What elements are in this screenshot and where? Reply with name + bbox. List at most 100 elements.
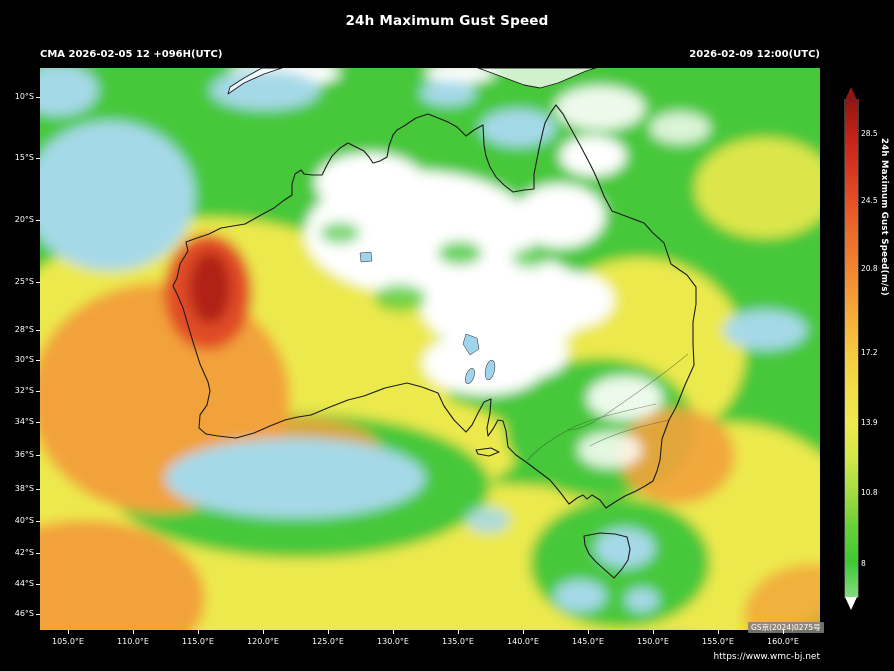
field-region-calm [502, 329, 568, 377]
lon-tick-label: 155.0°E [702, 637, 734, 646]
lakes [359, 251, 496, 384]
lon-tick-label: 140.0°E [507, 637, 539, 646]
field-region-green [374, 284, 426, 312]
lon-tick [133, 630, 134, 634]
lat-tick [36, 584, 40, 585]
lon-tick [393, 630, 394, 634]
lat-tick-label: 15°S [14, 153, 34, 162]
lon-tick-label: 120.0°E [247, 637, 279, 646]
field-region-green [438, 241, 482, 265]
lat-tick-label: 44°S [14, 579, 34, 588]
colorbar-below-min-arrow [845, 597, 857, 610]
lat-tick-label: 28°S [14, 325, 34, 334]
lat-tick-label: 42°S [14, 548, 34, 557]
lat-tick-label: 38°S [14, 484, 34, 493]
lat-tick [36, 220, 40, 221]
lon-tick [328, 630, 329, 634]
license-badge: GS京(2024)0275号 [748, 622, 824, 633]
field-region-calm [578, 432, 642, 468]
field-region-lowest [554, 580, 606, 612]
field-region-yellow [695, 138, 820, 238]
new-guinea-coastline [477, 68, 597, 89]
field-region-orange [619, 408, 735, 504]
river-darling [567, 353, 689, 431]
lon-tick [198, 630, 199, 634]
field-region-lowest [210, 70, 320, 110]
field-region-lowest [40, 68, 98, 116]
field-region-green [320, 222, 360, 244]
colorbar-tick-label: 28.5 [861, 129, 878, 138]
lat-tick [36, 521, 40, 522]
field-region-calm [515, 184, 605, 248]
lat-tick [36, 282, 40, 283]
lat-tick-label: 30°S [14, 355, 34, 364]
model-run-label: CMA 2026-02-05 12 +096H(UTC) [40, 49, 223, 60]
colorbar-tick-label: 8 [861, 559, 866, 568]
field-region-calm [555, 86, 645, 130]
lake-eyre [462, 333, 480, 356]
website-url: https://www.wmc-bj.net [713, 652, 820, 662]
tasmania-coastline [583, 532, 631, 579]
field-region-lowest [40, 121, 195, 271]
field-region-calm [315, 153, 425, 213]
river-murrumbidgee [589, 419, 671, 447]
lat-tick [36, 330, 40, 331]
valid-time-label: 2026-02-09 12:00(UTC) [689, 49, 820, 60]
field-region-lowest [480, 109, 556, 147]
colorbar-tick-label: 17.2 [861, 348, 878, 357]
chart-title: 24h Maximum Gust Speed [345, 13, 549, 29]
lon-tick [523, 630, 524, 634]
lat-tick-label: 25°S [14, 277, 34, 286]
lon-tick-label: 145.0°E [572, 637, 604, 646]
lat-tick-label: 40°S [14, 516, 34, 525]
lat-tick-label: 46°S [14, 609, 34, 618]
field-region-lowest [466, 507, 510, 533]
lat-tick [36, 158, 40, 159]
kangaroo-island-coastline [475, 447, 500, 457]
lat-tick-label: 20°S [14, 215, 34, 224]
lon-tick-label: 135.0°E [442, 637, 474, 646]
lon-tick [263, 630, 264, 634]
lake-gairdner [465, 368, 475, 384]
field-region-lowest [723, 310, 807, 350]
field-region-lowest [625, 588, 659, 612]
colorbar-tick-label: 24.5 [861, 196, 878, 205]
lon-tick [783, 630, 784, 634]
colorbar-tick-label: 20.8 [861, 264, 878, 273]
field-region-green [512, 248, 548, 268]
lon-tick-label: 150.0°E [637, 637, 669, 646]
rivers [526, 353, 689, 462]
lon-tick-label: 110.0°E [117, 637, 149, 646]
lat-tick [36, 97, 40, 98]
lon-tick [718, 630, 719, 634]
lon-tick-label: 115.0°E [182, 637, 214, 646]
lake-mackay [359, 251, 373, 263]
timor-island-coastline [227, 68, 283, 95]
field-region-calm [425, 68, 495, 83]
lat-tick-label: 10°S [14, 92, 34, 101]
lon-tick-label: 125.0°E [312, 637, 344, 646]
lat-tick [36, 455, 40, 456]
colorbar-gradient [845, 100, 858, 597]
gust-field [40, 68, 820, 630]
lat-tick [36, 360, 40, 361]
colorbar-tick-label: 10.8 [861, 488, 878, 497]
lake-torrens [484, 359, 496, 381]
gust-field-map [40, 68, 820, 630]
lon-tick [653, 630, 654, 634]
field-region-lowest [420, 80, 476, 106]
lat-tick [36, 391, 40, 392]
field-region-lowest [165, 438, 425, 518]
lat-tick [36, 489, 40, 490]
map-plot-area [40, 68, 820, 630]
colorbar-title: 24h Maximum Gust Speed(m/s) [879, 138, 889, 296]
lat-tick-label: 34°S [14, 417, 34, 426]
australia-coastline [172, 104, 697, 509]
lat-tick [36, 422, 40, 423]
lat-tick-label: 32°S [14, 386, 34, 395]
coastlines [172, 68, 697, 579]
lat-tick [36, 614, 40, 615]
lon-tick [458, 630, 459, 634]
field-region-darkred [189, 252, 231, 324]
